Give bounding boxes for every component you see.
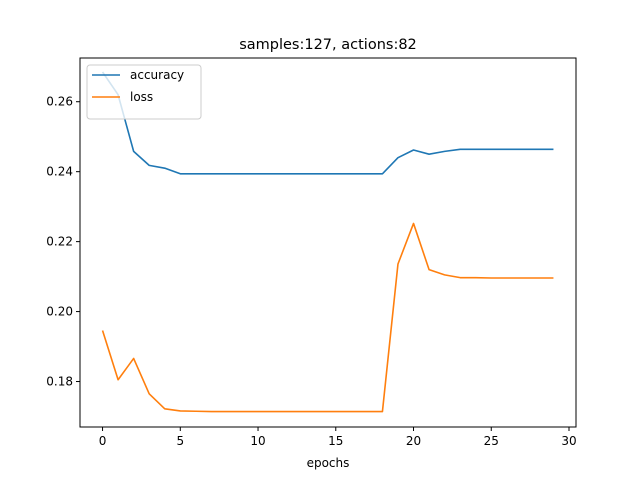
x-tick-label: 5 [176,434,184,448]
loss-legend-label: loss [130,90,153,104]
loss-line [101,222,554,413]
x-tick-label: 15 [328,434,343,448]
legend-box [86,64,202,120]
series-lines [101,71,554,413]
y-tick-label: 0.24 [46,165,73,179]
axis-ticks: 0 5 10 15 20 25 30 0.18 0.20 0.22 0.24 0.26 [46,95,576,448]
x-tick-label: 0 [99,434,107,448]
plot-area-frame [79,57,577,428]
accuracy-line [101,71,554,175]
x-axis-label: epochs [307,456,350,470]
x-tick-label: 25 [484,434,499,448]
y-tick-label: 0.20 [46,305,73,319]
legend: accuracy loss [86,64,202,120]
y-tick-label: 0.18 [46,375,73,389]
y-tick-label: 0.22 [46,235,73,249]
accuracy-legend-label: accuracy [130,68,184,82]
chart-title: samples:127, actions:82 [239,37,417,53]
y-tick-label: 0.26 [46,95,73,109]
x-tick-label: 20 [406,434,421,448]
x-tick-label: 30 [561,434,576,448]
x-tick-label: 10 [250,434,265,448]
